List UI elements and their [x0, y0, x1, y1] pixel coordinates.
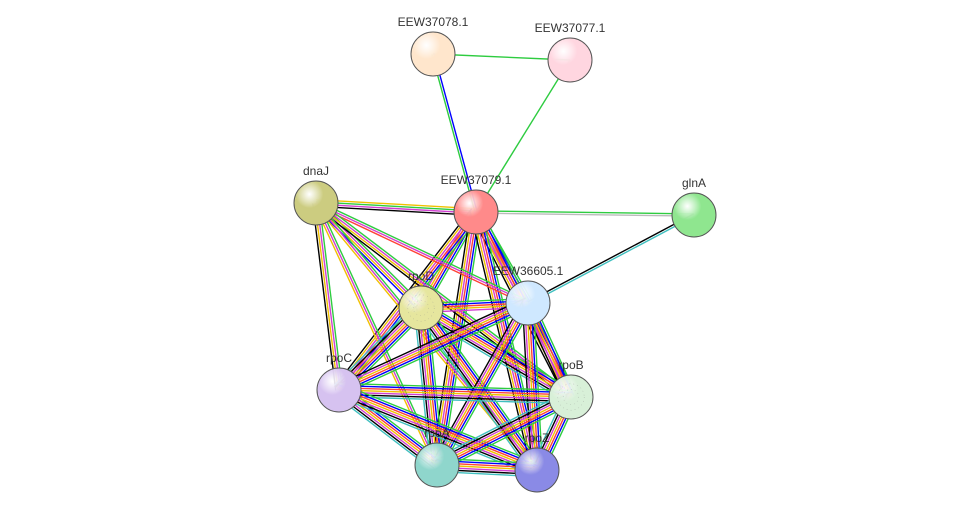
node-label: rpoA — [424, 426, 449, 440]
node-EEW37078[interactable]: EEW37078.1 — [398, 15, 469, 76]
edge — [529, 216, 695, 304]
node-label: dnaJ — [303, 164, 329, 178]
edge — [318, 201, 423, 306]
edge — [314, 205, 419, 310]
edge — [316, 202, 476, 211]
network-graph: EEW37078.1 EEW37077.1 dnaJ EEW37079.1 glnA rp… — [0, 0, 975, 521]
node-EEW37079[interactable]: EEW37079.1 — [441, 173, 512, 234]
node-label: EEW37077.1 — [535, 21, 606, 35]
node-label: glnA — [682, 176, 706, 190]
node-label: EEW37078.1 — [398, 15, 469, 29]
node-rpoD[interactable]: rpoD — [399, 269, 443, 330]
node-glnA[interactable]: glnA — [672, 176, 716, 237]
edge — [434, 54, 477, 212]
node-label: EEW36605.1 — [493, 264, 564, 278]
node-label: rpoD — [408, 269, 434, 283]
node-label: rpoZ — [525, 431, 550, 445]
node-dnaJ[interactable]: dnaJ — [294, 164, 338, 225]
edge — [476, 60, 570, 212]
node-EEW37077[interactable]: EEW37077.1 — [535, 21, 606, 82]
node-label: rpoC — [326, 351, 352, 365]
edge — [432, 54, 475, 212]
edge — [527, 214, 693, 302]
node-label: EEW37079.1 — [441, 173, 512, 187]
node-label: rpoB — [558, 358, 583, 372]
